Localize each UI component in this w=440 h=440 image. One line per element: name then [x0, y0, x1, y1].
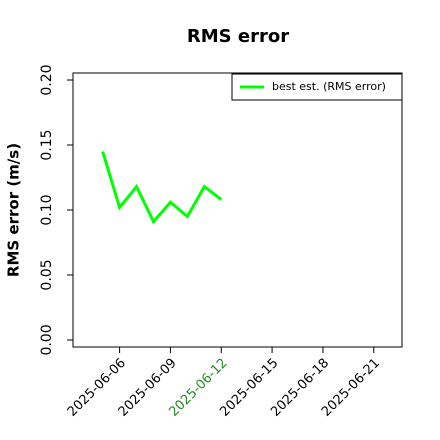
- y-tick-label: 0.00: [39, 324, 55, 355]
- plot-frame: [72, 72, 403, 348]
- data-line: [101, 151, 223, 225]
- y-tick-label: 0.20: [39, 64, 55, 95]
- y-axis-label: RMS error (m/s): [5, 143, 23, 277]
- legend-label: best est. (RMS error): [272, 80, 386, 93]
- y-tick-label: 0.15: [39, 129, 55, 160]
- y-tick-label: 0.10: [39, 194, 55, 225]
- y-tick-label: 0.05: [39, 259, 55, 290]
- chart-title: RMS error: [187, 26, 289, 47]
